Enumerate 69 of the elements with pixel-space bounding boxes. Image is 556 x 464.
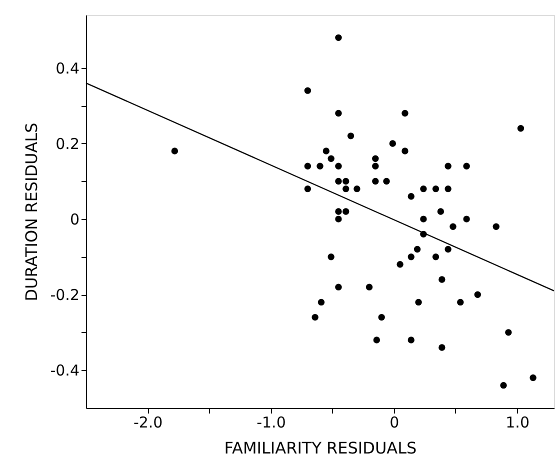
point [500,382,507,389]
point [463,216,470,222]
y-tick-label: -0.2 [50,286,80,304]
point [318,298,325,306]
point [402,110,408,117]
y-tick-label: 0.2 [56,134,80,153]
point [438,344,446,351]
point [408,254,414,260]
point [354,185,360,192]
point [492,223,500,230]
point [420,216,427,222]
point [335,110,342,117]
point [304,162,312,170]
y-tick-label: 0.4 [56,59,80,78]
point [171,148,178,154]
point [372,178,379,185]
point [312,314,318,321]
point [474,291,481,298]
point [335,208,342,215]
y-axis-title: DURATION RESIDUALS [22,122,42,302]
point [402,148,408,154]
x-axis-title: FAMILIARITY RESIDUALS [224,438,417,458]
point [415,298,422,306]
point [408,193,414,200]
point [378,314,385,321]
point [304,185,312,192]
x-tick-label: 1.0 [506,414,530,432]
point [420,185,427,192]
point [372,155,379,162]
point [342,208,350,215]
point [328,155,334,162]
point [304,87,312,94]
point [335,162,342,170]
x-tick-label: -2.0 [133,414,163,432]
point [389,140,396,147]
point [372,162,379,170]
point [347,132,354,140]
point [342,185,350,192]
point [432,185,440,192]
x-tick-label: -1.0 [256,414,286,432]
point [322,148,330,154]
point [383,178,390,185]
point [408,336,414,344]
point [396,261,404,268]
point [366,284,373,290]
point [450,223,456,230]
point [444,185,452,192]
point [517,125,524,132]
point [463,162,470,170]
point [335,34,342,42]
point [438,276,446,283]
point [444,246,452,253]
point [437,208,444,215]
point [530,374,536,382]
point [432,254,440,260]
x-tick-label: 0 [390,414,400,432]
point [457,298,464,306]
y-tick-label: -0.4 [50,362,80,380]
point [505,329,512,336]
y-tick-label: 0 [70,210,80,229]
point [335,284,342,290]
point [342,178,350,185]
point [328,254,334,260]
point [335,216,342,222]
point [373,336,380,344]
point [316,162,324,170]
point [414,246,421,253]
point [444,162,452,170]
point [335,178,342,185]
